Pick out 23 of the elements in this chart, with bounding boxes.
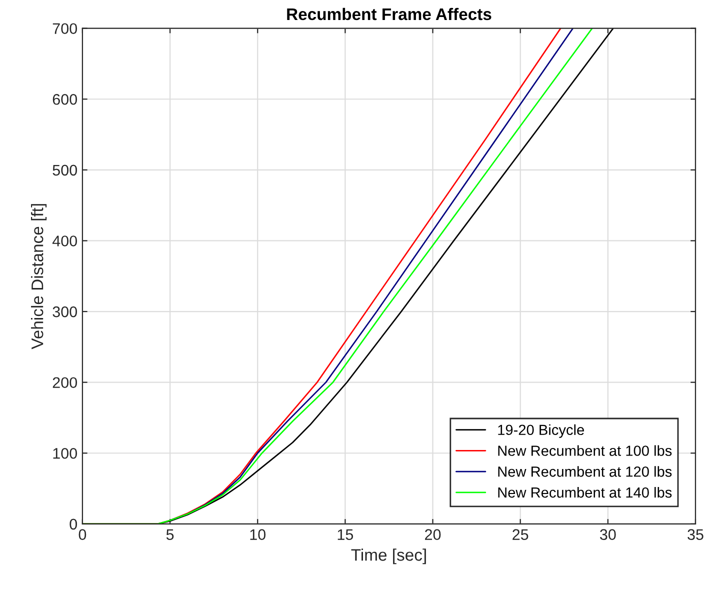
- y-tick-label: 500: [52, 164, 77, 176]
- y-tick-label: 600: [52, 94, 77, 105]
- legend-label: New Recumbent at 120 lbs: [498, 466, 672, 477]
- y-tick-label: 300: [52, 306, 77, 318]
- x-tick-label: 30: [600, 529, 616, 540]
- x-axis-title: Time [sec]: [351, 548, 426, 564]
- y-tick-label: 400: [52, 236, 77, 246]
- x-tick-label: 0: [78, 529, 86, 540]
- x-tick-label: 10: [250, 529, 266, 540]
- x-tick-label: 20: [425, 529, 441, 540]
- y-tick-label: 700: [52, 23, 77, 34]
- x-tick-label: 5: [166, 529, 174, 540]
- x-tick-label: 25: [512, 529, 528, 540]
- y-tick-label: 100: [53, 448, 77, 459]
- legend-label: New Recumbent at 140 lbs: [498, 486, 672, 498]
- y-tick-label: 0: [70, 518, 77, 530]
- x-tick-label: 15: [338, 529, 354, 540]
- legend-label: 19-20 Bicycle: [498, 424, 584, 438]
- x-tick-label: 35: [688, 529, 704, 540]
- chart-title: Recumbent Frame Affects: [287, 8, 492, 20]
- legend-label: New Recumbent at 100 lbs: [498, 445, 672, 456]
- y-tick-label: 200: [52, 377, 77, 388]
- y-axis-title: Vehicle Distance [ft]: [31, 204, 47, 350]
